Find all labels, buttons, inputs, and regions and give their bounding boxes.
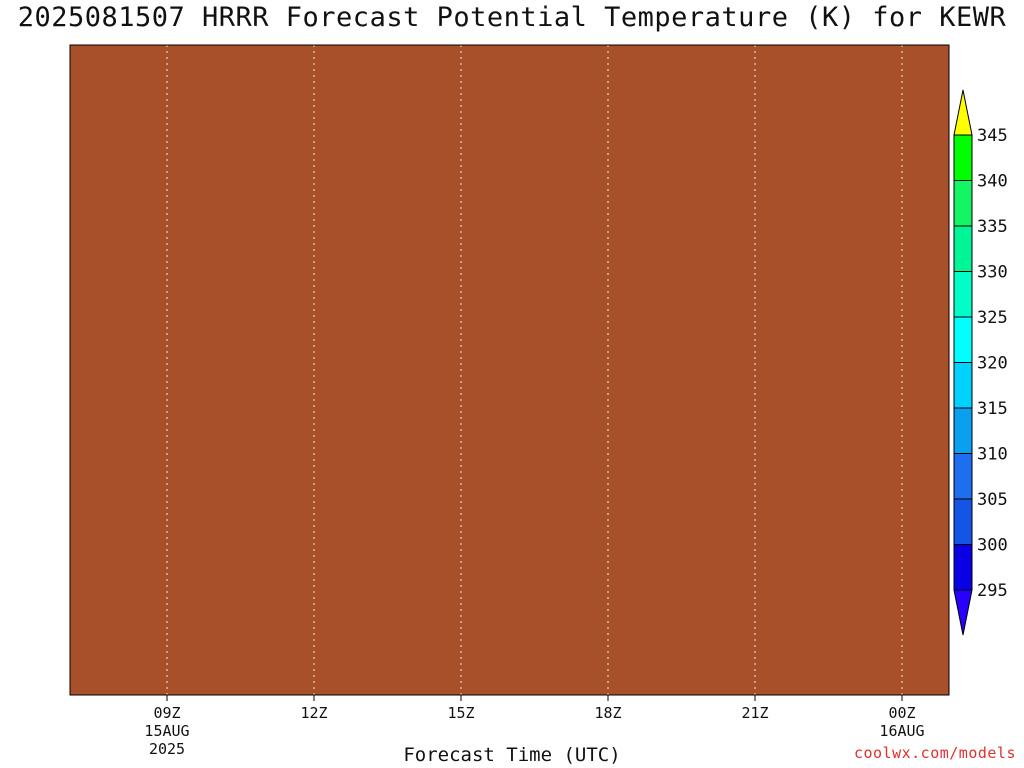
ground-layer: [70, 45, 949, 695]
colorbar-label: 295: [977, 581, 1008, 601]
chart-title: 2025081507 HRRR Forecast Potential Tempe…: [0, 2, 1024, 33]
colorbar-segment: [953, 180, 973, 227]
colorbar: 345 340 335 330 325 320 315 310 305 300 295: [953, 89, 1008, 636]
x-axis-label: Forecast Time (UTC): [0, 744, 1024, 766]
x-tick-label: 15Z: [447, 704, 474, 722]
x-tick-label: 18Z: [594, 704, 621, 722]
colorbar-segment: [953, 407, 973, 454]
x-tick-label: 00Z: [888, 704, 915, 722]
plot-frame: [69, 44, 950, 696]
colorbar-label: 340: [977, 172, 1008, 192]
site-credit: coolwx.com/models: [854, 744, 1016, 762]
colorbar-top-arrow: [953, 89, 973, 136]
colorbar-label: 315: [977, 399, 1008, 419]
colorbar-segment: [953, 225, 973, 272]
grid-lines: [166, 45, 903, 695]
x-tick-label: 15AUG: [144, 722, 189, 740]
colorbar-label: 330: [977, 263, 1008, 283]
colorbar-label: 335: [977, 217, 1008, 237]
colorbar-label: 305: [977, 490, 1008, 510]
colorbar-label: 300: [977, 536, 1008, 556]
colorbar-segment: [953, 362, 973, 409]
colorbar-label: 310: [977, 445, 1008, 465]
x-tick-label: 12Z: [300, 704, 327, 722]
colorbar-segment: [953, 271, 973, 318]
colorbar-label: 320: [977, 354, 1008, 374]
colorbar-segment: [953, 134, 973, 181]
x-tick-label: 2025: [149, 740, 185, 758]
colorbar-segment: [953, 316, 973, 363]
colorbar-segment: [953, 453, 973, 500]
colorbar-segment: [953, 498, 973, 545]
plot-area: [70, 45, 949, 695]
x-tick-label: 16AUG: [879, 722, 924, 740]
x-tick-label: 21Z: [741, 704, 768, 722]
colorbar-segment: [953, 544, 973, 591]
colorbar-bottom-arrow: [953, 589, 973, 636]
x-tick-label: 09Z: [153, 704, 180, 722]
colorbar-label: 345: [977, 126, 1008, 146]
colorbar-label: 325: [977, 308, 1008, 328]
